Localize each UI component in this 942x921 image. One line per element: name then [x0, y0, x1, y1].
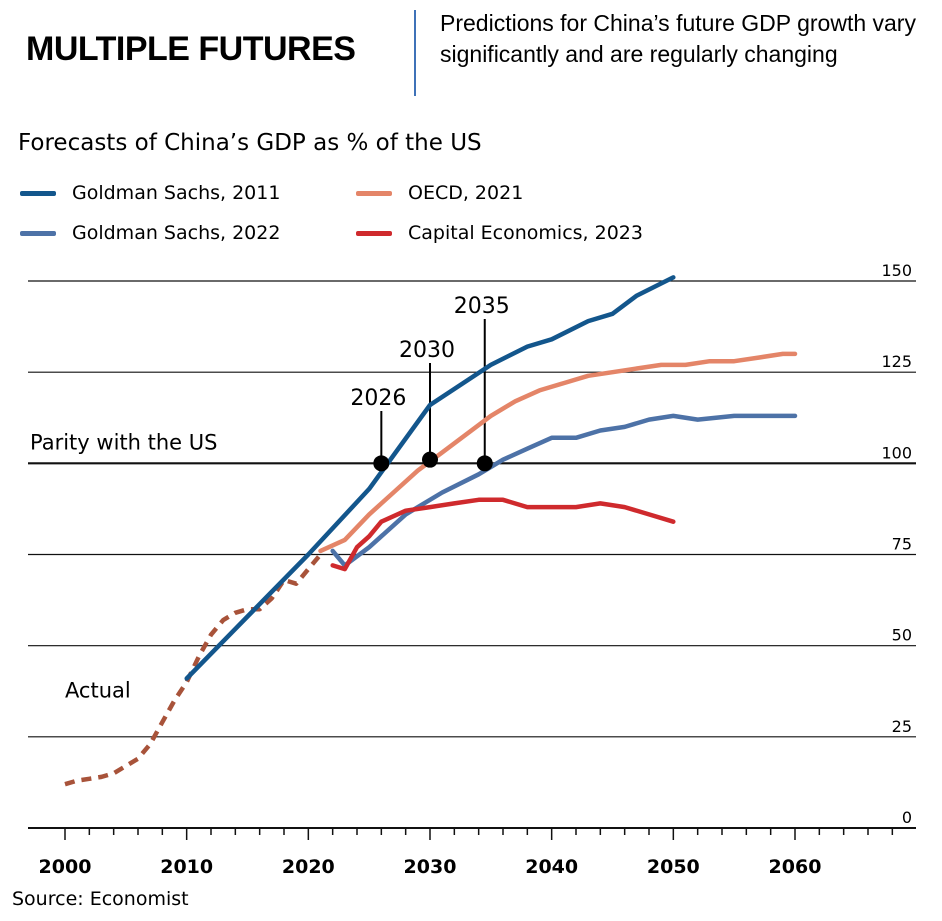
series-line-oecd2021 [318, 351, 798, 554]
parity-label: Parity with the US [30, 430, 217, 454]
source-note: Source: Economist [12, 888, 189, 910]
y-tick-label: 75 [892, 535, 912, 554]
legend-label-oecd2021: OECD, 2021 [408, 182, 524, 204]
y-tick-label: 100 [881, 443, 912, 462]
legend-item-oecd2021: OECD, 2021 [356, 182, 523, 204]
callout-point-2035 [476, 455, 493, 472]
callout-label-2026: 2026 [350, 386, 406, 411]
x-tick-label: 2000 [39, 856, 92, 878]
legend-swatch-ce2023 [356, 230, 392, 236]
series-line-ce2023 [330, 497, 676, 572]
y-tick-label: 25 [892, 717, 912, 736]
legend-item-gs2022: Goldman Sachs, 2022 [20, 222, 280, 244]
page-title: MULTIPLE FUTURES [26, 30, 356, 68]
x-tick-label: 2060 [769, 856, 822, 878]
series-line-actual [64, 553, 323, 787]
callout-point-2030 [422, 451, 438, 468]
chart-title: Forecasts of China’s GDP as % of the US [18, 130, 482, 156]
series-line-gs2022 [330, 413, 798, 568]
legend-swatch-oecd2021 [356, 190, 392, 196]
callout-label-2030: 2030 [399, 338, 455, 363]
actual-label: Actual [65, 678, 131, 702]
x-tick-label: 2040 [525, 856, 578, 878]
y-tick-label: 0 [902, 808, 912, 827]
callout-point-2026 [373, 455, 390, 472]
header-divider [414, 10, 416, 96]
y-tick-label: 150 [881, 261, 912, 280]
legend-swatch-gs2011 [20, 190, 56, 196]
legend-label-ce2023: Capital Economics, 2023 [408, 222, 643, 244]
x-tick-label: 2050 [647, 856, 700, 878]
x-tick-label: 2010 [160, 856, 213, 878]
series-line-gs2011 [184, 275, 676, 681]
legend-label-gs2011: Goldman Sachs, 2011 [72, 182, 281, 204]
header-subtitle: Predictions for China’s future GDP growt… [440, 10, 916, 67]
legend-item-ce2023: Capital Economics, 2023 [356, 222, 643, 244]
legend-label-gs2022: Goldman Sachs, 2022 [72, 222, 281, 244]
x-tick-label: 2030 [404, 856, 457, 878]
callout-label-2035: 2035 [454, 294, 510, 319]
x-tick-label: 2020 [282, 856, 335, 878]
legend-item-gs2011: Goldman Sachs, 2011 [20, 182, 280, 204]
y-tick-label: 50 [892, 626, 912, 645]
y-tick-label: 125 [881, 352, 912, 371]
legend-swatch-gs2022 [20, 230, 56, 236]
